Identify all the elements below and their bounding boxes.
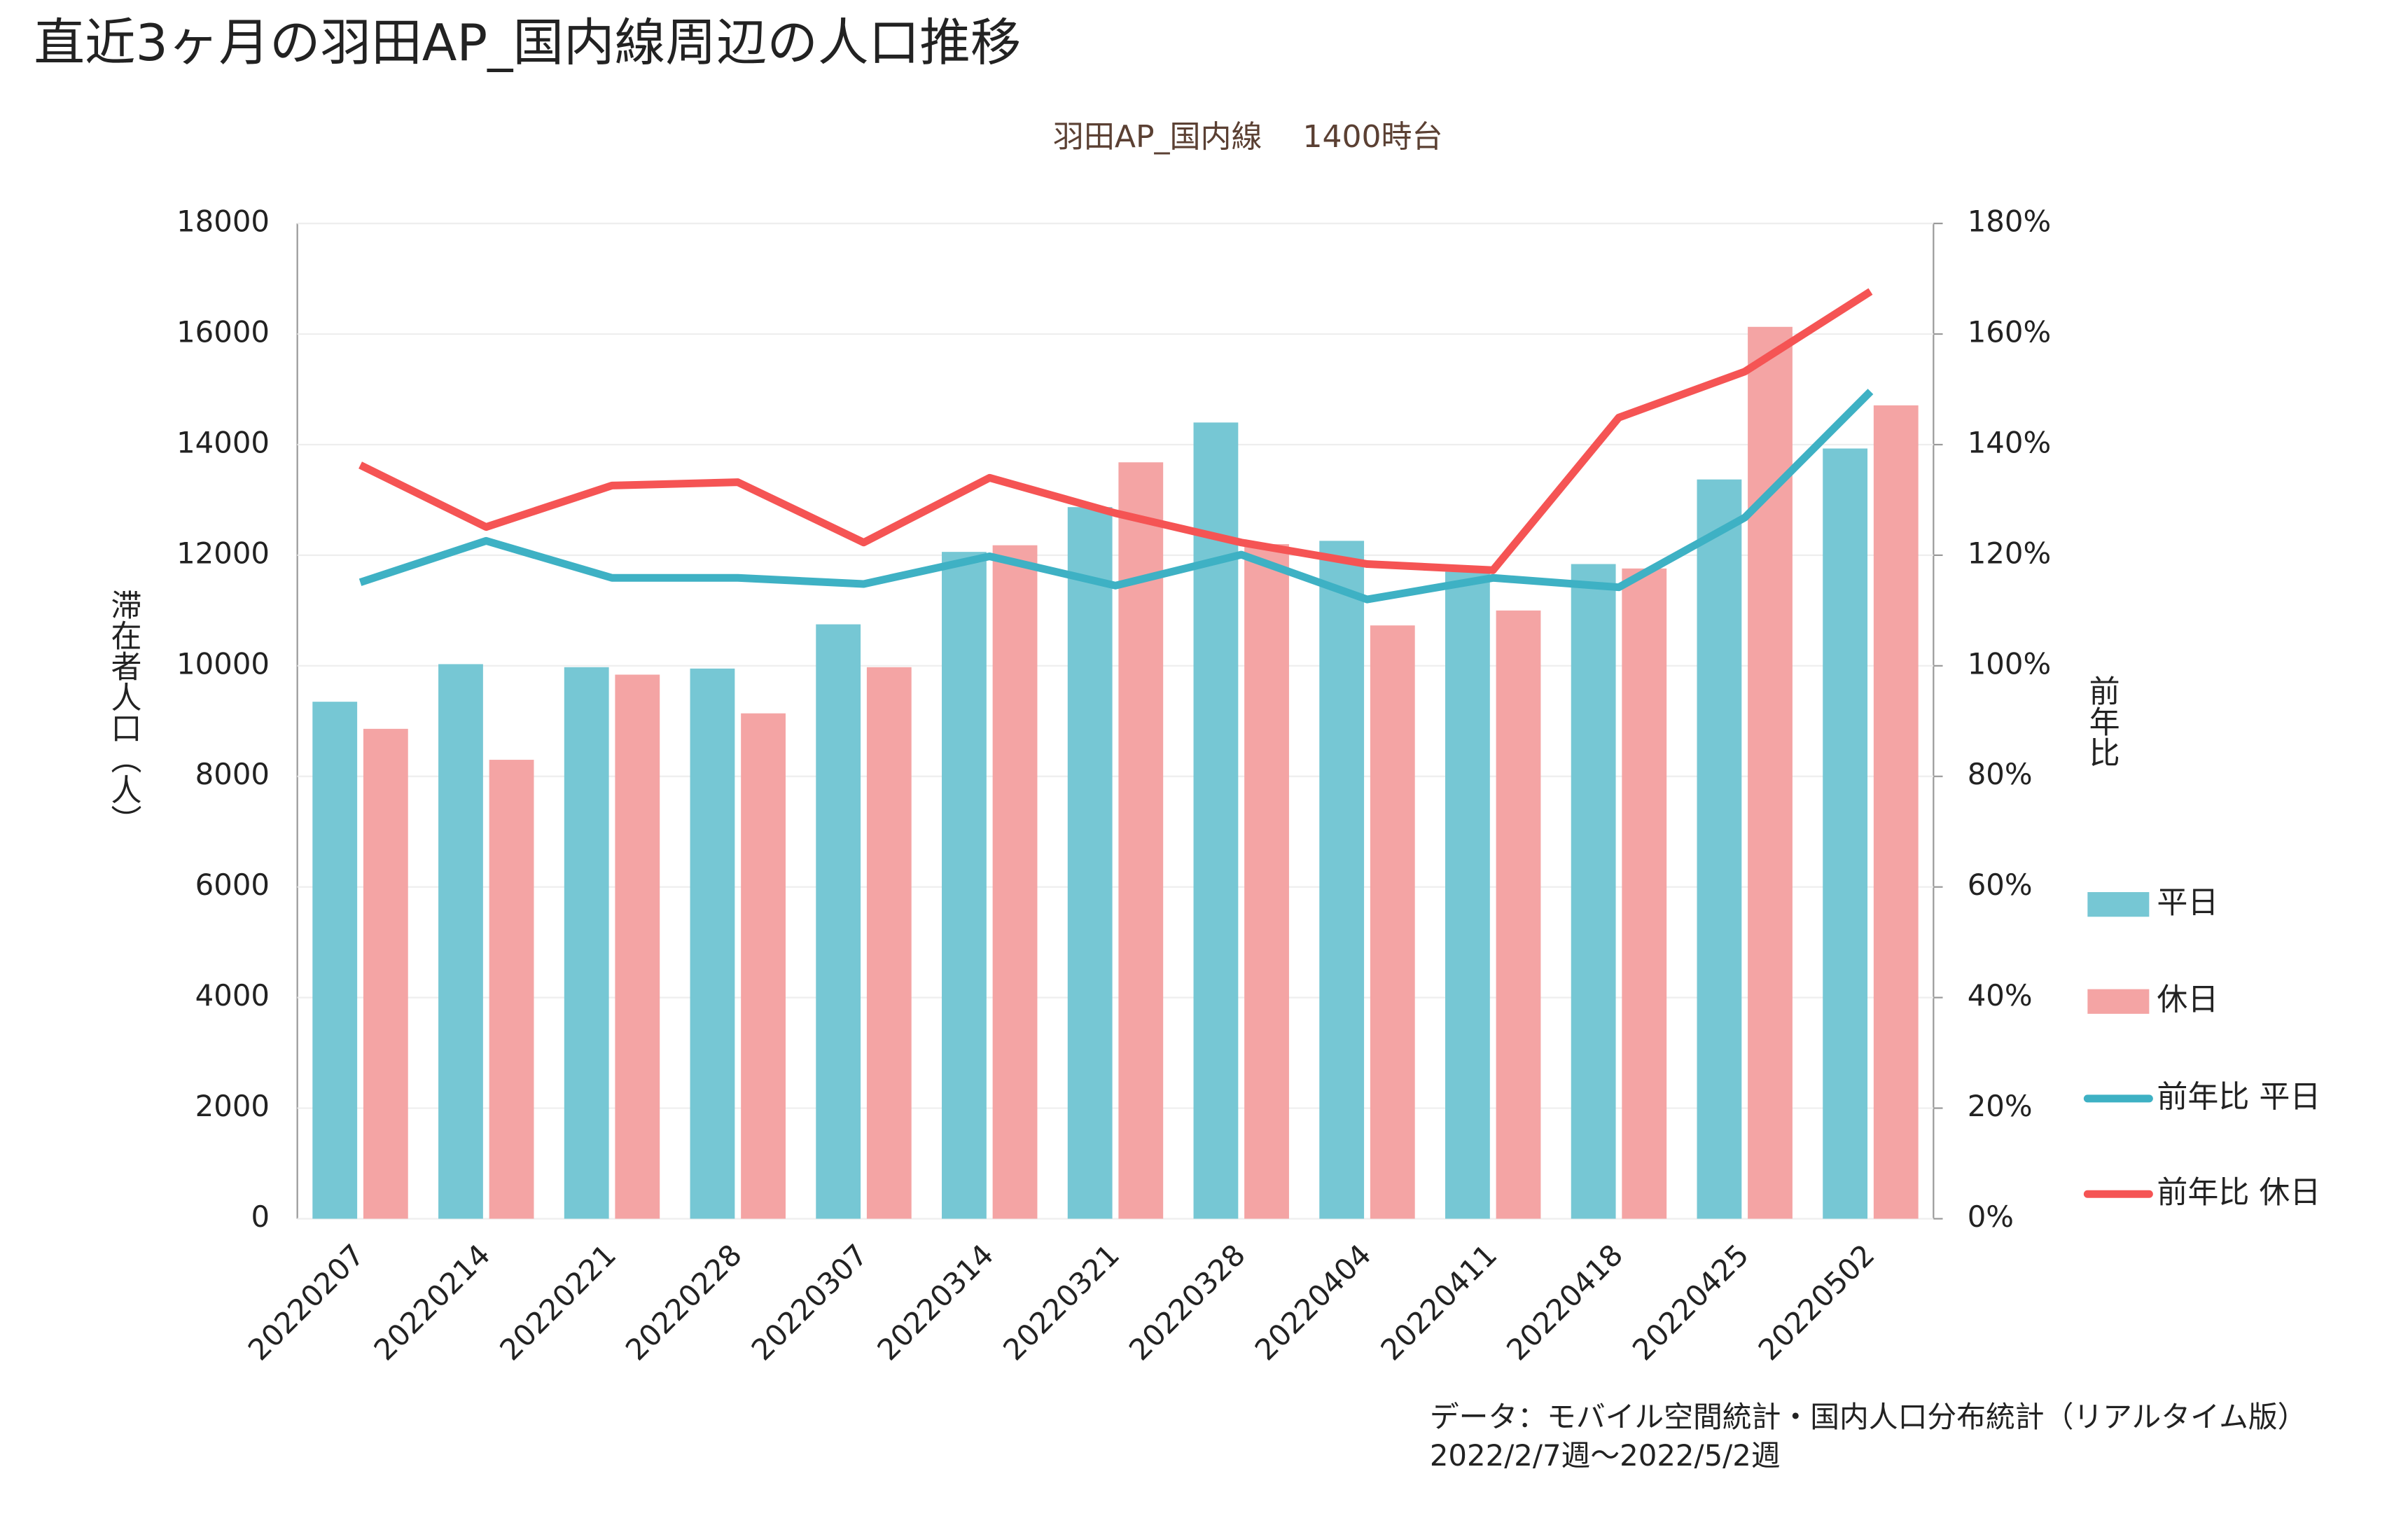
source-note: データ：モバイル空間統計・国内人口分布統計（リアルタイム版） [1430,1400,2307,1434]
bar [866,667,912,1219]
period-note: 2022/2/7週〜2022/5/2週 [1430,1438,1781,1473]
bar [363,728,408,1219]
x-tick-label: 20220321 [996,1237,1126,1367]
bar [1244,544,1289,1219]
x-tick-label: 20220314 [870,1237,1000,1367]
chart-subtitle: 羽田AP_国内線 1400時台 [1053,119,1443,155]
y2-tick-label: 100% [1968,646,2052,681]
bar [1067,507,1113,1219]
legend-swatch [2087,892,2150,917]
chart-title: 直近3ヶ月の羽田AP_国内線周辺の人口推移 [34,14,1021,73]
y-tick-label: 10000 [176,646,270,681]
bar [1622,568,1667,1219]
x-tick-label: 20220404 [1248,1237,1378,1367]
legend-label: 休日 [2157,982,2218,1017]
y2-tick-label: 40% [1968,978,2033,1013]
x-tick-label: 20220328 [1122,1237,1252,1367]
y-tick-label: 4000 [195,978,270,1013]
bar [1496,610,1541,1219]
legend-swatch [2087,989,2150,1014]
bar [992,545,1038,1219]
bar [1823,448,1868,1219]
bar [615,674,660,1219]
legend-label: 平日 [2157,885,2218,921]
bar [690,668,735,1219]
y2-tick-label: 180% [1968,204,2052,239]
y-tick-label: 16000 [176,315,270,349]
x-tick-label: 20220425 [1626,1237,1755,1367]
y2-tick-label: 160% [1968,315,2052,349]
x-tick-label: 20220221 [493,1237,622,1367]
y-tick-label: 18000 [176,204,270,239]
bar [942,552,987,1219]
bar [564,667,609,1219]
bar [1118,462,1164,1219]
y-axis-label: 滞在者人口（人） [106,589,141,835]
line [359,389,1874,604]
x-tick-label: 20220228 [619,1237,749,1367]
y-tick-label: 6000 [195,868,270,902]
legend-label: 前年比 休日 [2157,1174,2320,1210]
line [359,288,1873,574]
bar [1697,479,1742,1219]
bar [816,624,861,1219]
bar [1748,326,1793,1219]
x-tick-label: 20220207 [242,1237,371,1367]
legend-label: 前年比 平日 [2157,1079,2320,1115]
y-tick-label: 8000 [195,757,270,791]
bar [1445,571,1490,1219]
y2-tick-label: 120% [1968,536,2052,570]
y-tick-label: 2000 [195,1089,270,1123]
bar [1571,564,1616,1219]
y2-axis-label: 前年比 [2084,675,2120,767]
y-tick-label: 14000 [176,425,270,459]
y2-tick-label: 140% [1968,425,2052,459]
y-tick-label: 0 [251,1199,270,1234]
y2-tick-label: 0% [1968,1199,2014,1234]
bar [438,664,483,1219]
x-tick-label: 20220307 [745,1237,875,1367]
bar [1370,625,1415,1219]
bar [312,702,358,1219]
x-tick-label: 20220411 [1374,1237,1503,1367]
bar [1873,405,1919,1219]
y2-tick-label: 20% [1968,1089,2033,1123]
bar [489,760,534,1219]
x-tick-label: 20220214 [367,1237,496,1367]
y2-tick-label: 80% [1968,757,2033,791]
y2-tick-label: 60% [1968,868,2033,902]
x-tick-label: 20220418 [1500,1237,1629,1367]
y-tick-label: 12000 [176,536,270,570]
bar [1319,541,1365,1219]
bar [741,713,786,1219]
x-tick-label: 20220502 [1752,1237,1881,1367]
